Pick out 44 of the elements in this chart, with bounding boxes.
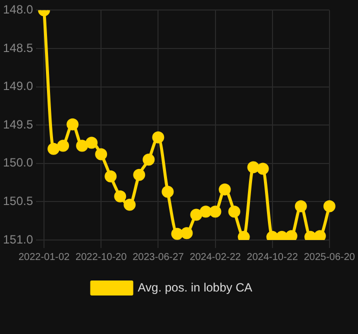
point (104, 170, 117, 182)
point (314, 230, 326, 240)
x-tick-label: 2022-01-02 (18, 252, 70, 263)
point (180, 227, 193, 240)
point (86, 136, 98, 149)
point (266, 230, 278, 240)
point (247, 161, 260, 174)
point (238, 230, 250, 240)
point (200, 206, 212, 218)
point (95, 148, 108, 160)
y-tick-label: 151.0 (3, 232, 34, 246)
point (76, 140, 88, 152)
point (209, 206, 222, 218)
point (152, 131, 164, 144)
x-tick-label: 2022-10-20 (76, 252, 128, 263)
y-tick-label: 150.0 (3, 156, 34, 170)
y-tick-label: 150.5 (3, 194, 34, 208)
point (190, 208, 202, 221)
point (256, 162, 269, 175)
y-tick-label: 149.0 (3, 79, 34, 94)
point (133, 168, 146, 181)
y-tick-label: 149.5 (3, 117, 34, 132)
x-tick-label: 2023-06-27 (132, 252, 184, 263)
point (48, 142, 60, 155)
x-tick-label: 2024-02-22 (190, 252, 242, 263)
x-tick-label: 2025-06-20 (304, 252, 356, 263)
point (124, 198, 136, 211)
point (304, 230, 316, 240)
point (171, 228, 184, 240)
y-tick-label: 148.5 (3, 40, 34, 55)
point (66, 118, 79, 130)
y-tick-label: 148.0 (3, 2, 34, 17)
point (285, 230, 298, 240)
legend-label: Avg. pos. in lobby CA (138, 280, 252, 294)
point (228, 206, 240, 218)
point (57, 140, 70, 152)
point (323, 200, 336, 212)
point (114, 190, 126, 202)
point (218, 183, 231, 196)
point (276, 230, 288, 240)
x-tick-label: 2024-10-22 (246, 252, 298, 263)
point (294, 200, 307, 212)
point (162, 186, 174, 198)
point (142, 154, 155, 166)
